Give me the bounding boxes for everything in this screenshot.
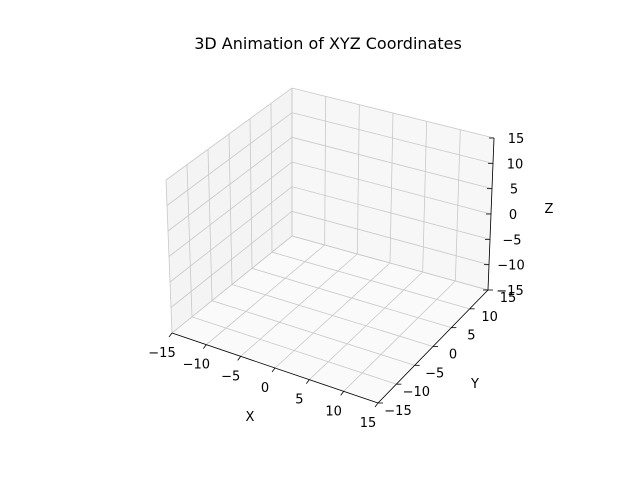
floor-pane (172, 236, 488, 403)
x-tick-mark (306, 379, 310, 384)
z-axis-label: Z (545, 202, 554, 217)
x-tick-label: 10 (325, 404, 342, 419)
y-tick-label: 15 (500, 291, 517, 306)
y-tick-label: 5 (467, 329, 475, 344)
z-tick-label: −15 (496, 284, 523, 299)
x-tick-mark (271, 367, 276, 373)
x-tick-label: −15 (148, 346, 175, 361)
axes-panes (166, 88, 494, 403)
x-tick-label: 15 (360, 416, 377, 431)
y-tick-label: −10 (403, 385, 430, 400)
y-tick-label: −5 (425, 366, 444, 381)
z-tick-label: 0 (509, 208, 517, 223)
x-tick-mark (237, 356, 241, 361)
x-tick-label: −10 (183, 358, 210, 373)
y-axis-label: Y (470, 377, 479, 392)
x-tick-mark (374, 402, 379, 408)
grid-line-z (165, 87, 495, 181)
z-tick-label: 15 (508, 132, 525, 147)
x-axis-label: X (246, 410, 255, 425)
back-pane (292, 88, 494, 290)
x-tick-mark (168, 332, 173, 338)
tick-labels: −15−15−15−10−10−10−5 −5−50005551010101515… (148, 132, 524, 431)
y-tick-label: −15 (384, 404, 411, 419)
x-tick-mark (340, 391, 344, 396)
grid-line-y (270, 103, 470, 310)
grid-line-y (291, 88, 489, 291)
axis-lines (168, 137, 495, 408)
x-tick-label: 5 (295, 393, 303, 408)
z-tick-label: 5 (510, 183, 518, 198)
y-tick-label: 0 (449, 348, 457, 363)
z-tick-label: 10 (507, 157, 524, 172)
y-tick-label: 10 (481, 310, 498, 325)
x-tick-label: 0 (261, 381, 269, 396)
z-tick-label: −5 (502, 233, 521, 248)
chart-title: 3D Animation of XYZ Coordinates (194, 34, 462, 53)
z-tick-label: −10 (497, 259, 524, 274)
x-tick-label: −5 (221, 369, 240, 384)
x-tick-mark (203, 344, 207, 349)
